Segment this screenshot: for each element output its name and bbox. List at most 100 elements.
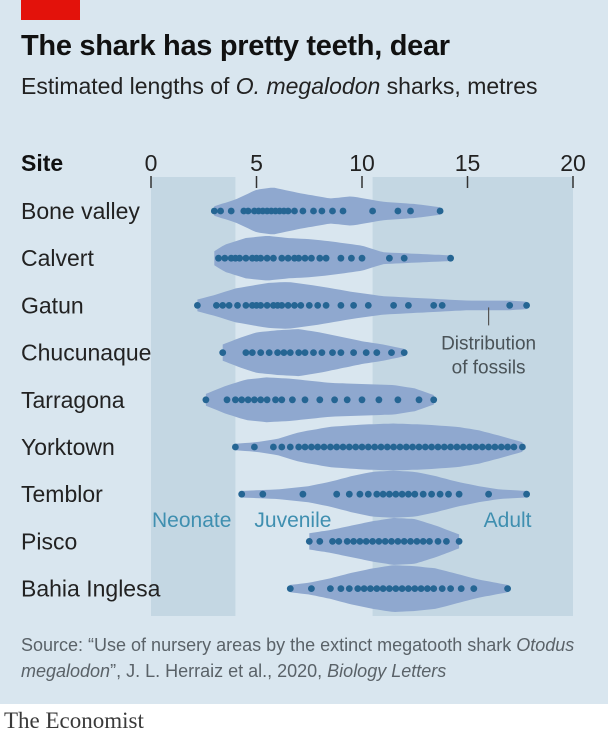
fossil-dot-gatun-8 [257,302,265,309]
fossil-dot-gatun-5 [242,302,250,309]
fossil-dot-bone-valley-20 [369,207,376,215]
fossil-dot-gatun-19 [337,302,345,309]
fossil-dot-temblor-13 [411,490,419,498]
fossil-dot-bone-valley-1 [217,207,225,215]
site-violins [194,187,530,612]
fossil-dot-chucunaque-12 [329,349,336,356]
fossil-dot-bahia-inglesa-1 [308,585,315,592]
site-label-bone-valley: Bone valley [21,198,140,224]
site-label-pisco: Pisco [21,528,77,554]
fossil-dot-temblor-18 [455,490,463,498]
fossil-dot-gatun-12 [278,302,286,309]
site-label-chucunaque: Chucunaque [21,340,151,366]
fossil-dot-bone-valley-13 [284,207,292,215]
fossil-dot-temblor-17 [445,490,452,498]
fossil-dot-gatun-27 [523,302,530,309]
fossil-dot-gatun-0 [194,302,201,309]
fossil-dot-yorktown-37 [497,443,505,451]
chart-subtitle: Estimated lengths of O. megalodon sharks… [21,73,538,100]
fossil-dot-bahia-inglesa-22 [504,585,511,592]
fossil-dot-bahia-inglesa-12 [398,585,406,592]
source-note: Source: “Use of nursery areas by the ext… [21,632,591,684]
fossil-dot-yorktown-30 [453,443,461,451]
fossil-dot-pisco-0 [305,538,313,545]
x-tick-label-20: 20 [560,150,586,176]
row-labels: Bone valley Calvert Gatun Chucunaque Tarrago… [21,198,532,602]
fossil-dot-pisco-6 [356,538,364,545]
fossil-dot-yorktown-10 [327,443,334,451]
fossil-dot-yorktown-5 [295,443,303,451]
fossil-dot-yorktown-18 [377,443,385,451]
fossil-dot-bahia-inglesa-18 [438,585,446,592]
fossil-dot-bahia-inglesa-10 [386,585,393,592]
fossil-dot-bone-valley-0 [210,207,218,215]
fossil-dot-gatun-3 [225,302,233,309]
fossil-dot-bone-valley-23 [436,207,444,215]
fossil-dot-yorktown-14 [352,443,360,451]
fossil-dot-temblor-12 [405,490,412,498]
fossil-dot-bahia-inglesa-21 [470,585,478,592]
fossil-dot-chucunaque-10 [310,349,317,356]
economist-logo-text: The Economist [4,708,144,733]
fossil-dot-yorktown-21 [396,443,404,451]
fossil-dot-chucunaque-0 [219,349,227,356]
fossil-dot-tarragona-0 [202,396,210,404]
site-label-calvert: Calvert [21,245,94,271]
fossil-dot-chucunaque-7 [286,349,294,356]
fossil-dot-temblor-9 [386,490,393,498]
fossil-dot-pisco-5 [350,538,357,545]
fossil-dot-calvert-23 [400,254,408,262]
fossil-dot-chucunaque-13 [337,349,345,356]
fossil-dot-tarragona-7 [263,396,271,404]
fossil-dot-tarragona-6 [257,396,265,404]
fossil-dot-yorktown-28 [440,443,448,451]
fossil-dot-yorktown-8 [314,443,322,451]
fossil-dot-calvert-19 [337,254,345,262]
fossil-dot-yorktown-25 [421,443,429,451]
fossil-dot-yorktown-4 [286,443,294,451]
fossil-dot-temblor-7 [373,490,381,498]
fossil-dot-yorktown-31 [459,443,467,451]
site-label-yorktown: Yorktown [21,434,115,460]
fossil-dot-temblor-6 [364,490,372,498]
fossil-dot-calvert-15 [301,254,309,262]
fossil-dot-calvert-5 [242,254,250,262]
fossil-dot-temblor-11 [398,490,406,498]
fossil-dot-bahia-inglesa-13 [405,585,412,592]
fossil-dot-yorktown-36 [491,443,499,451]
fossil-dot-temblor-15 [428,490,435,498]
fossil-dot-bahia-inglesa-17 [430,585,438,592]
fossil-dot-tarragona-10 [289,396,296,404]
fossil-dot-pisco-2 [329,538,336,545]
fossil-dot-tarragona-4 [244,396,252,404]
fossil-dot-bone-valley-15 [299,207,307,215]
fossil-dot-bone-valley-18 [329,207,336,215]
fossil-dot-chucunaque-6 [280,349,288,356]
fossil-dot-gatun-15 [297,302,305,309]
site-column-header: Site [21,150,63,176]
fossil-dot-calvert-22 [386,254,393,262]
fossil-dot-calvert-21 [358,254,366,262]
x-tick-label-5: 5 [250,150,263,176]
fossil-dot-yorktown-19 [383,443,391,451]
fossil-dot-pisco-8 [369,538,376,545]
fossil-dot-bone-valley-14 [291,207,298,215]
fossil-dot-yorktown-22 [402,443,410,451]
fossil-dot-bone-valley-22 [407,207,414,215]
fossil-dot-temblor-0 [238,490,246,498]
fossil-dot-bahia-inglesa-14 [411,585,419,592]
fossil-dot-pisco-16 [419,538,427,545]
fossil-dot-yorktown-26 [428,443,435,451]
fossil-dot-gatun-25 [438,302,446,309]
fossil-dot-yorktown-20 [390,443,397,451]
fossil-dot-pisco-19 [443,538,450,545]
fossil-dot-calvert-1 [221,254,229,262]
fossil-dot-bahia-inglesa-6 [360,585,368,592]
fossil-dot-gatun-13 [284,302,292,309]
fossil-dot-tarragona-8 [272,396,279,404]
fossil-dot-yorktown-35 [485,443,492,451]
fossil-dot-tarragona-19 [430,396,438,404]
zone-label-juvenile: Juvenile [254,509,331,532]
fossil-dot-gatun-1 [213,302,220,309]
fossil-dot-gatun-2 [219,302,227,309]
